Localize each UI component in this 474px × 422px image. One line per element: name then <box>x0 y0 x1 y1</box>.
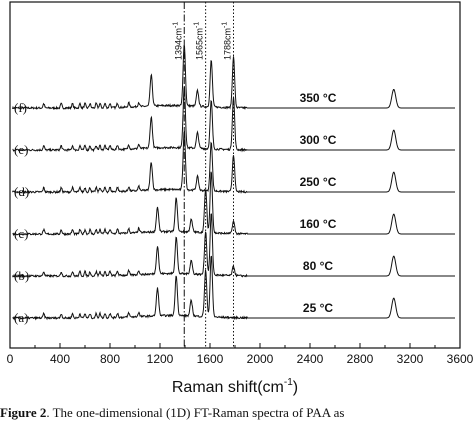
x-tick-label: 2400 <box>297 352 324 366</box>
series-d: (d) 250 °C <box>12 130 455 199</box>
series-label: (b) <box>14 268 29 283</box>
x-axis-ticks: 0 400 800 1200 1600 2000 2400 2800 3200 3600 <box>7 343 474 366</box>
series-label: (a) <box>14 310 28 325</box>
series-label: (c) <box>14 226 28 241</box>
x-tick-label: 1600 <box>197 352 224 366</box>
spectrum-line <box>12 255 455 321</box>
x-tick-label: 3600 <box>447 352 474 366</box>
series-e: (e) 300 °C <box>12 86 455 157</box>
temperature-label: 25 °C <box>303 301 333 315</box>
x-tick-label: 2000 <box>247 352 274 366</box>
x-tick-label: 0 <box>7 352 14 366</box>
series-f: (f) 350 °C <box>12 45 455 115</box>
x-axis-title: Raman shift(cm-1) <box>172 377 298 396</box>
spectrum-line <box>12 213 455 279</box>
reference-line-label: 1788cm-1 <box>222 22 233 60</box>
spectrum-line <box>12 130 455 195</box>
x-tick-label: 800 <box>100 352 120 366</box>
temperature-label: 250 °C <box>300 175 337 189</box>
x-tick-label: 1200 <box>147 352 174 366</box>
series-label: (f) <box>14 100 27 115</box>
spectrum-line <box>12 45 455 111</box>
series-a: (a) 25 °C <box>12 255 455 325</box>
temperature-label: 300 °C <box>300 133 337 147</box>
temperature-label: 160 °C <box>300 217 337 231</box>
temperature-label: 80 °C <box>303 259 333 273</box>
series-c: (c) 160 °C <box>12 171 455 241</box>
series-label: (d) <box>14 184 29 199</box>
series-label: (e) <box>14 142 28 157</box>
temperature-label: 350 °C <box>300 91 337 105</box>
spectra-series: (f) 350 °C (e) 300 °C (d) 250 °C (c) 160 °C (b) 8… <box>12 45 455 325</box>
series-b: (b) 80 °C <box>12 213 455 283</box>
x-tick-label: 3200 <box>397 352 424 366</box>
x-tick-label: 2800 <box>347 352 374 366</box>
x-tick-label: 400 <box>50 352 70 366</box>
figure-caption: Figure 2. The one-dimensional (1D) FT-Ra… <box>0 405 344 420</box>
reference-line-label: 1394cm-1 <box>172 22 183 60</box>
reference-lines: 1394cm-1 1565cm-1 1788cm-1 <box>172 2 234 348</box>
reference-line-label: 1565cm-1 <box>194 22 205 60</box>
spectrum-line <box>12 171 455 237</box>
spectrum-line <box>12 86 455 153</box>
